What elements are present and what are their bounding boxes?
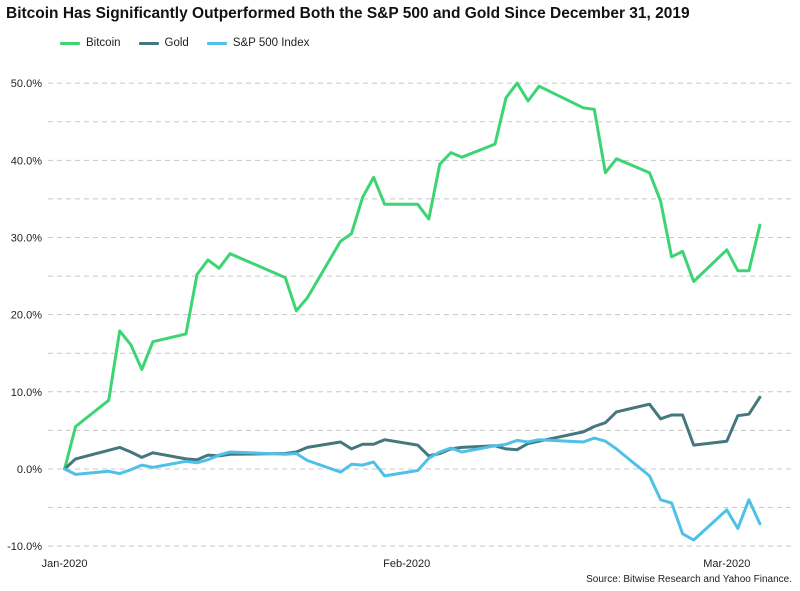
y-tick-label: 30.0% [11, 232, 42, 244]
y-tick-label: -10.0% [7, 541, 42, 553]
legend-swatch-sp500 [206, 41, 227, 45]
legend: Bitcoin Gold S&P 500 Index [60, 37, 309, 49]
y-tick-label: 50.0% [11, 78, 42, 90]
legend-item-bitcoin[interactable]: Bitcoin [60, 37, 121, 49]
x-tick-label: Mar-2020 [703, 558, 750, 570]
legend-label-bitcoin: Bitcoin [86, 37, 121, 49]
x-tick-label: Jan-2020 [42, 558, 88, 570]
x-tick-label: Feb-2020 [383, 558, 430, 570]
series-line-s-p-500-index [63, 436, 762, 542]
y-tick-label: 0.0% [17, 464, 42, 476]
y-tick-label: 10.0% [11, 387, 42, 399]
chart-title: Bitcoin Has Significantly Outperformed B… [6, 5, 690, 22]
y-tick-label: 20.0% [11, 310, 42, 322]
source-note: Source: Bitwise Research and Yahoo Finan… [586, 574, 792, 585]
legend-item-gold[interactable]: Gold [138, 37, 189, 49]
y-tick-label: 40.0% [11, 155, 42, 167]
legend-swatch-bitcoin [60, 41, 80, 45]
legend-swatch-gold [138, 41, 159, 45]
legend-label-gold: Gold [164, 37, 189, 49]
series-line-gold [63, 395, 762, 471]
series-line-bitcoin [63, 81, 762, 471]
legend-item-sp500[interactable]: S&P 500 Index [206, 37, 310, 49]
legend-label-sp500: S&P 500 Index [232, 37, 310, 49]
